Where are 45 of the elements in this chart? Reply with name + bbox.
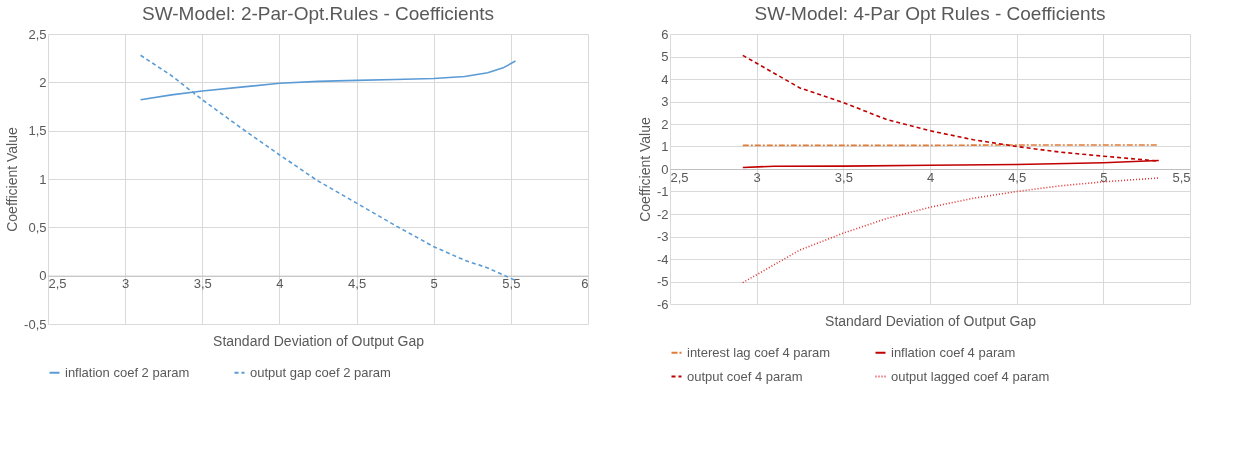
y-tick-label: -0,5 [24,316,47,332]
y-tick-label: -5 [656,274,669,289]
x-tick-label: 3 [122,276,130,292]
y-tick-label: 2 [39,74,47,90]
y-tick-label: 0 [39,268,47,284]
x-axis-title: Standard Deviation of Output Gap [825,312,1037,329]
legend-label: inflation coef 2 param [65,364,190,380]
legend-label: output gap coef 2 param [250,364,391,380]
chart-title: SW-Model: 4-Par Opt Rules - Coefficients [754,3,1106,24]
y-tick-label: 2 [661,116,669,132]
y-tick-label: -2 [656,206,669,222]
y-tick-label: 0,5 [28,219,47,235]
y-tick-label: 4 [661,71,669,87]
x-axis-title: Standard Deviation of Output Gap [213,332,425,349]
y-tick-label: 6 [661,26,669,42]
x-tick-label: 4 [276,276,284,292]
y-axis-title: Coefficient Value [636,117,653,222]
y-tick-label: -1 [656,184,669,199]
y-tick-label: 3 [661,94,669,109]
legend-label: interest lag coef 4 param [687,344,831,360]
x-tick-label: 4,5 [348,276,367,292]
x-tick-label: 5 [1100,169,1108,185]
x-tick-label: 5,5 [1172,169,1191,185]
y-tick-label: 1,5 [28,123,47,139]
y-tick-label: -4 [656,251,669,267]
y-tick-label: 1 [661,139,669,154]
x-tick-label: 5 [430,276,438,292]
legend-label: output coef 4 param [687,368,803,384]
legend-label: output lagged coef 4 param [891,368,1050,384]
x-tick-label: 5,5 [502,276,521,292]
x-tick-label: 3,5 [193,276,212,292]
y-axis-title: Coefficient Value [4,127,21,232]
chart-title: SW-Model: 2-Par-Opt.Rules - Coefficients [142,3,494,24]
y-tick-label: -6 [656,296,669,312]
y-tick-label: 5 [661,49,669,64]
x-tick-label: 3,5 [834,169,853,185]
x-tick-label: 3 [753,169,761,185]
y-tick-label: -3 [656,229,669,244]
x-tick-label: 4 [926,169,935,185]
y-tick-label: 2,5 [28,26,47,42]
legend-label: inflation coef 4 param [891,344,1016,360]
y-tick-label: 1 [39,171,47,187]
y-tick-label: 0 [661,161,669,177]
x-tick-label: 6 [581,276,589,292]
x-tick-label: 4,5 [1008,169,1027,185]
